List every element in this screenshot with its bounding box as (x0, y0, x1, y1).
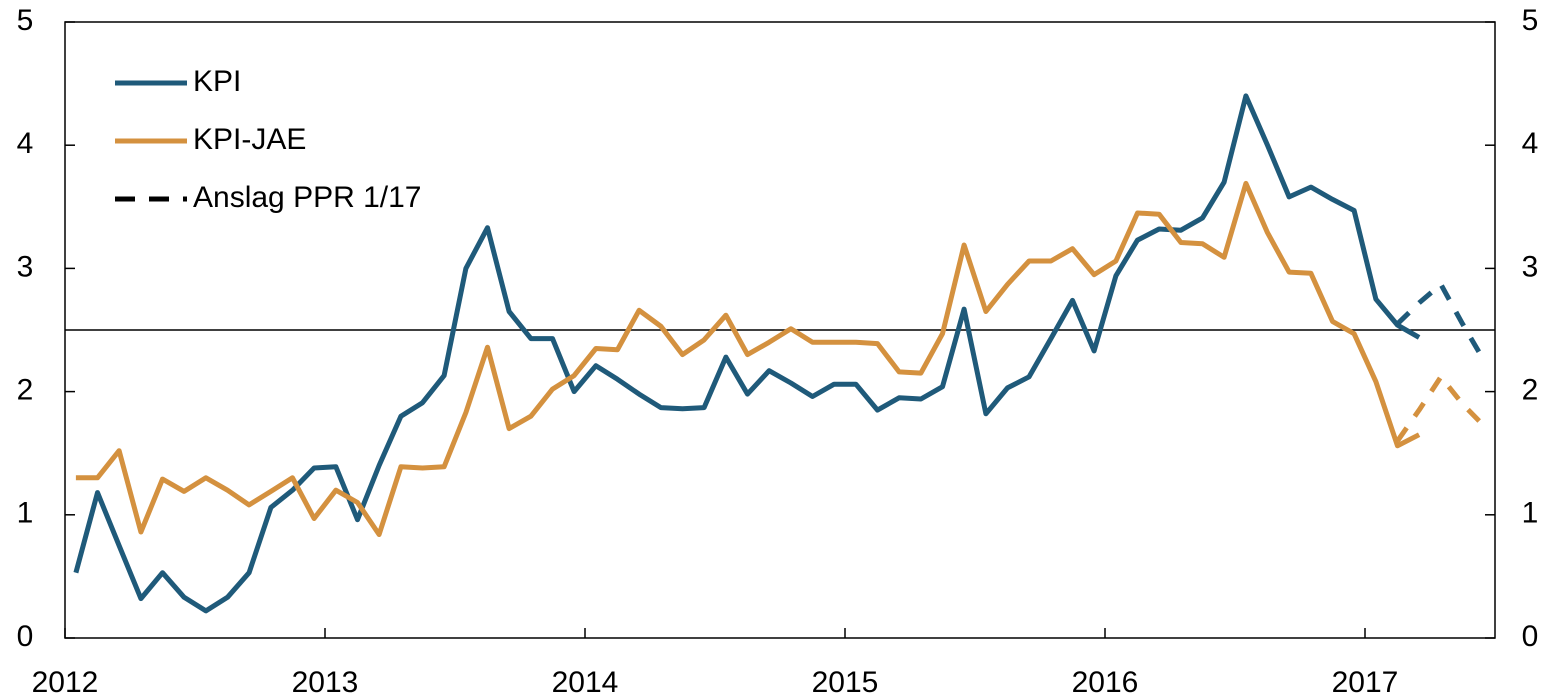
x-tick-label: 2016 (1072, 666, 1139, 699)
forecast-line (1395, 374, 1486, 443)
y2-tick-label: 1 (1522, 497, 1539, 530)
legend-label: KPI (193, 65, 241, 98)
x-tick-label: 2015 (812, 666, 879, 699)
legend-label: KPI-JAE (193, 123, 306, 156)
x-tick-label: 2013 (292, 666, 359, 699)
y-tick-label: 1 (17, 497, 34, 530)
x-tick-label: 2017 (1332, 666, 1399, 699)
series-line (73, 93, 1421, 614)
y-tick-label: 2 (17, 374, 34, 407)
y-tick-label: 5 (17, 4, 34, 37)
forecast-line (1395, 281, 1487, 363)
legend-label: Anslag PPR 1/17 (193, 181, 421, 214)
y2-tick-label: 0 (1522, 620, 1539, 653)
y-tick-label: 4 (17, 127, 34, 160)
y-tick-label: 0 (17, 620, 34, 653)
series-line (75, 180, 1421, 537)
y2-tick-label: 2 (1522, 374, 1539, 407)
y2-tick-label: 5 (1522, 4, 1539, 37)
y-tick-label: 3 (17, 250, 34, 283)
x-tick-label: 2012 (32, 666, 99, 699)
y2-tick-label: 4 (1522, 127, 1539, 160)
y2-tick-label: 3 (1522, 250, 1539, 283)
x-tick-label: 2014 (552, 666, 619, 699)
